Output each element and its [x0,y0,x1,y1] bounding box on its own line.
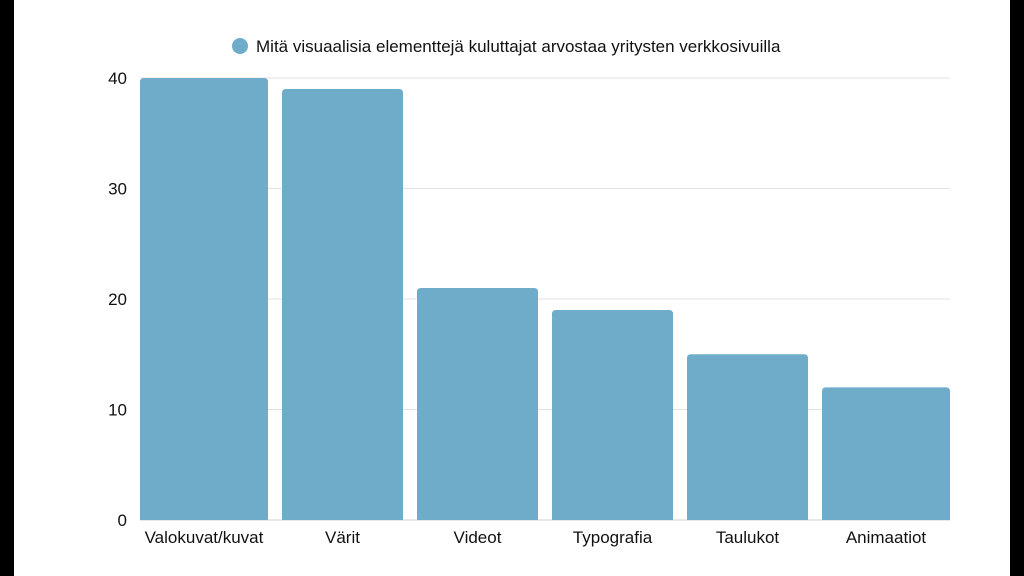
y-tick-label: 40 [108,69,127,88]
y-tick-label: 10 [108,401,127,420]
legend: Mitä visuaalisia elementtejä kuluttajat … [232,37,781,56]
y-tick-label: 20 [108,290,127,309]
bar-värit [282,89,403,521]
legend-label: Mitä visuaalisia elementtejä kuluttajat … [256,37,781,56]
gridlines [140,77,950,521]
x-tick-label: Videot [454,528,502,547]
bars [140,78,950,521]
bar-videot [417,287,538,520]
bar-valokuvat-kuvat [140,78,268,520]
x-tick-label: Typografia [573,528,653,547]
bar-taulukot [687,354,808,520]
legend-swatch [232,38,248,54]
x-axis-labels: Valokuvat/kuvat Värit Videot Typografia Taul… [145,528,927,547]
x-tick-label: Valokuvat/kuvat [145,528,264,547]
bar-typografia [552,310,673,520]
x-tick-label: Värit [325,528,360,547]
x-tick-label: Taulukot [716,528,780,547]
y-axis-ticks: 0 10 20 30 40 [108,69,127,530]
bar-animaatiot [822,387,950,520]
y-tick-label: 0 [118,511,127,530]
y-tick-label: 30 [108,180,127,199]
x-tick-label: Animaatiot [846,528,927,547]
